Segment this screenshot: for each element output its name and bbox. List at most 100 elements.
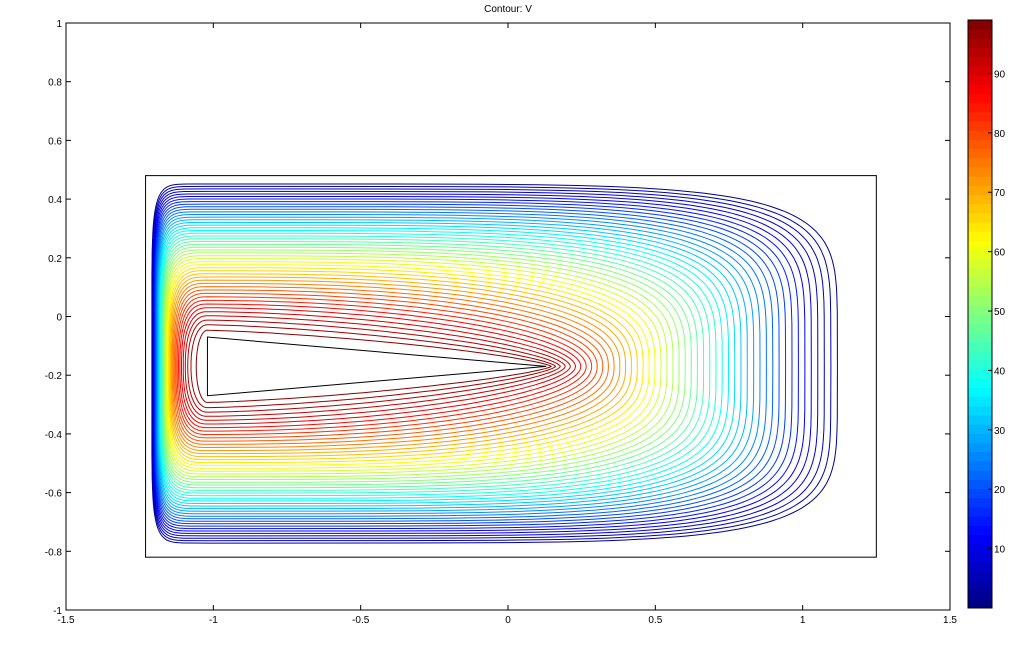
y-tick-label: -1 xyxy=(53,606,62,617)
contour-line xyxy=(163,246,686,483)
contour-line xyxy=(161,238,705,491)
colorbar-swatch xyxy=(968,516,992,526)
y-tick-label: 0.4 xyxy=(48,195,62,206)
contour-line xyxy=(172,282,615,448)
colorbar-swatch xyxy=(968,314,992,324)
colorbar-swatch xyxy=(968,56,992,67)
x-tick-label: -0.5 xyxy=(352,615,370,626)
contour-line xyxy=(179,303,582,429)
colorbar-tick-label: 10 xyxy=(994,545,1006,556)
contour-line xyxy=(181,307,577,425)
colorbar-swatch xyxy=(968,304,992,315)
colorbar-swatch xyxy=(968,139,992,150)
contour-line xyxy=(165,255,668,475)
colorbar-swatch xyxy=(968,479,992,490)
colorbar-swatch xyxy=(968,451,992,462)
colorbar-swatch xyxy=(968,167,992,177)
x-tick-label: -1.5 xyxy=(57,615,75,626)
x-tick-label: 1 xyxy=(800,615,806,626)
y-tick-label: 0.6 xyxy=(48,136,62,147)
y-tick-label: -0.2 xyxy=(45,371,63,382)
y-tick-label: 0.2 xyxy=(48,254,62,265)
contour-line xyxy=(169,273,632,458)
chart-title: Contour: V xyxy=(484,4,532,15)
contour-line xyxy=(166,261,656,469)
colorbar-swatch xyxy=(968,222,992,232)
contour-line xyxy=(175,292,598,439)
y-tick-label: 0.8 xyxy=(48,78,62,89)
colorbar-tick-label: 40 xyxy=(994,366,1006,377)
colorbar-swatch xyxy=(968,194,992,205)
colorbar-swatch xyxy=(968,589,992,600)
colorbar-swatch xyxy=(968,268,992,278)
colorbar-swatch xyxy=(968,231,992,241)
contour-line xyxy=(170,276,627,455)
contour-line xyxy=(184,315,566,417)
colorbar-swatch xyxy=(968,359,992,370)
contour-line xyxy=(168,270,638,461)
colorbar-swatch xyxy=(968,240,992,251)
contour-line xyxy=(165,258,662,472)
colorbar-swatch xyxy=(968,552,992,563)
y-tick-label: 0 xyxy=(56,313,62,324)
contour-line xyxy=(168,267,644,464)
colorbar-swatch xyxy=(968,506,992,517)
y-tick-label: 1 xyxy=(56,19,62,30)
x-tick-label: -1 xyxy=(209,615,218,626)
colorbar-swatch xyxy=(968,277,992,287)
colorbar-swatch xyxy=(968,405,992,416)
colorbar-swatch xyxy=(968,20,992,30)
colorbar-swatch xyxy=(968,65,992,76)
contour-line xyxy=(171,279,621,452)
colorbar-swatch xyxy=(968,148,992,159)
contour-line xyxy=(164,252,674,478)
x-tick-label: 1.5 xyxy=(943,615,957,626)
y-tick-label: -0.8 xyxy=(45,547,63,558)
colorbar-swatch xyxy=(968,203,992,214)
colorbar-tick-label: 20 xyxy=(994,485,1006,496)
contour-line xyxy=(187,319,561,413)
colorbar-swatch xyxy=(968,157,992,168)
colorbar-swatch xyxy=(968,534,992,545)
colorbar-swatch xyxy=(968,111,992,122)
y-tick-label: -0.4 xyxy=(45,430,63,441)
contour-line xyxy=(158,224,736,504)
colorbar-swatch xyxy=(968,341,992,352)
colorbar-swatch xyxy=(968,497,992,508)
colorbar-swatch xyxy=(968,84,992,94)
colorbar-tick-label: 30 xyxy=(994,426,1006,437)
colorbar-swatch xyxy=(968,323,992,333)
x-tick-label: 0.5 xyxy=(648,615,662,626)
contour-line xyxy=(160,232,717,497)
contour-line xyxy=(174,289,604,442)
colorbar-tick-label: 50 xyxy=(994,307,1006,318)
colorbar-swatch xyxy=(968,332,992,343)
contour-line xyxy=(162,243,692,486)
colorbar-swatch xyxy=(968,249,992,260)
colorbar-swatch xyxy=(968,350,992,361)
y-tick-label: -0.6 xyxy=(45,489,63,500)
colorbar-swatch xyxy=(968,38,992,49)
colorbar-swatch xyxy=(968,121,992,131)
colorbar-tick-label: 90 xyxy=(994,69,1006,80)
contour-line xyxy=(190,324,557,409)
colorbar-swatch xyxy=(968,387,992,398)
hole xyxy=(206,336,547,397)
colorbar-swatch xyxy=(968,102,992,113)
colorbar-swatch xyxy=(968,562,992,572)
colorbar-swatch xyxy=(968,442,992,453)
colorbar-swatch xyxy=(968,461,992,471)
colorbar-swatch xyxy=(968,433,992,444)
colorbar-swatch xyxy=(968,47,992,58)
contour-line xyxy=(160,235,711,494)
contour-line xyxy=(182,311,571,421)
contour-line xyxy=(195,329,552,403)
colorbar-swatch xyxy=(968,369,992,379)
colorbar-swatch xyxy=(968,93,992,104)
colorbar-swatch xyxy=(968,130,992,140)
colorbar-swatch xyxy=(968,415,992,425)
colorbar-swatch xyxy=(968,176,992,186)
colorbar-swatch xyxy=(968,286,992,297)
colorbar-tick-label: 70 xyxy=(994,188,1006,199)
